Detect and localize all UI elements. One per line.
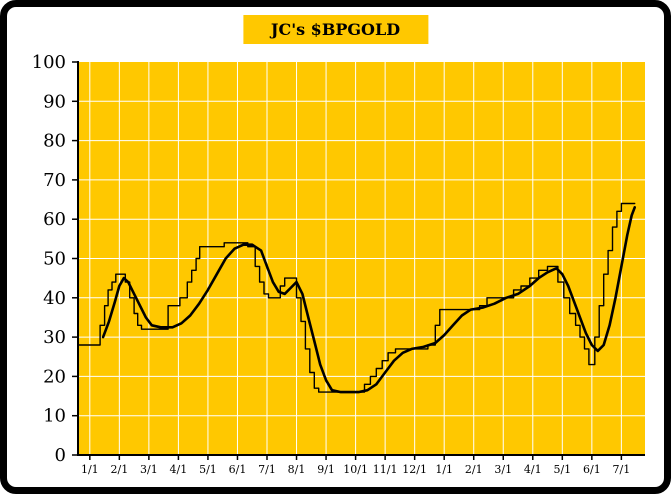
x-tick-label: 6/1 bbox=[229, 463, 247, 476]
x-tick-label: 1/1 bbox=[81, 463, 99, 476]
x-tick-label: 11/1 bbox=[373, 463, 398, 476]
y-tick-label: 80 bbox=[43, 131, 66, 152]
y-tick-label: 100 bbox=[32, 52, 66, 73]
x-tick-label: 12/1 bbox=[402, 463, 427, 476]
x-tick-label: 1/1 bbox=[435, 463, 453, 476]
x-tick-label: 7/1 bbox=[613, 463, 631, 476]
y-tick-label: 40 bbox=[43, 288, 66, 309]
x-tick-label: 2/1 bbox=[465, 463, 483, 476]
x-tick-label: 9/1 bbox=[317, 463, 335, 476]
x-tick-label: 3/1 bbox=[494, 463, 512, 476]
y-tick-label: 70 bbox=[43, 170, 66, 191]
y-tick-label: 60 bbox=[43, 209, 66, 230]
y-tick-label: 50 bbox=[43, 249, 66, 270]
smoothed-line-series bbox=[101, 206, 637, 394]
x-tick-label: 4/1 bbox=[170, 463, 188, 476]
x-tick-label: 2/1 bbox=[110, 463, 128, 476]
y-tick-label: 30 bbox=[43, 327, 66, 348]
chart-title: JC's $BPGOLD bbox=[242, 15, 429, 44]
x-tick-label: 8/1 bbox=[288, 463, 306, 476]
x-tick-label: 4/1 bbox=[524, 463, 542, 476]
x-tick-label: 7/1 bbox=[258, 463, 276, 476]
x-tick-label: 5/1 bbox=[553, 463, 571, 476]
x-tick-label: 6/1 bbox=[583, 463, 601, 476]
x-tick-label: 3/1 bbox=[140, 463, 158, 476]
y-tick-label: 0 bbox=[55, 445, 66, 466]
y-tick-label: 20 bbox=[43, 366, 66, 387]
y-tick-label: 10 bbox=[43, 406, 66, 427]
y-tick-label: 90 bbox=[43, 91, 66, 112]
x-tick-label: 5/1 bbox=[199, 463, 217, 476]
x-tick-label: 10/1 bbox=[343, 463, 368, 476]
